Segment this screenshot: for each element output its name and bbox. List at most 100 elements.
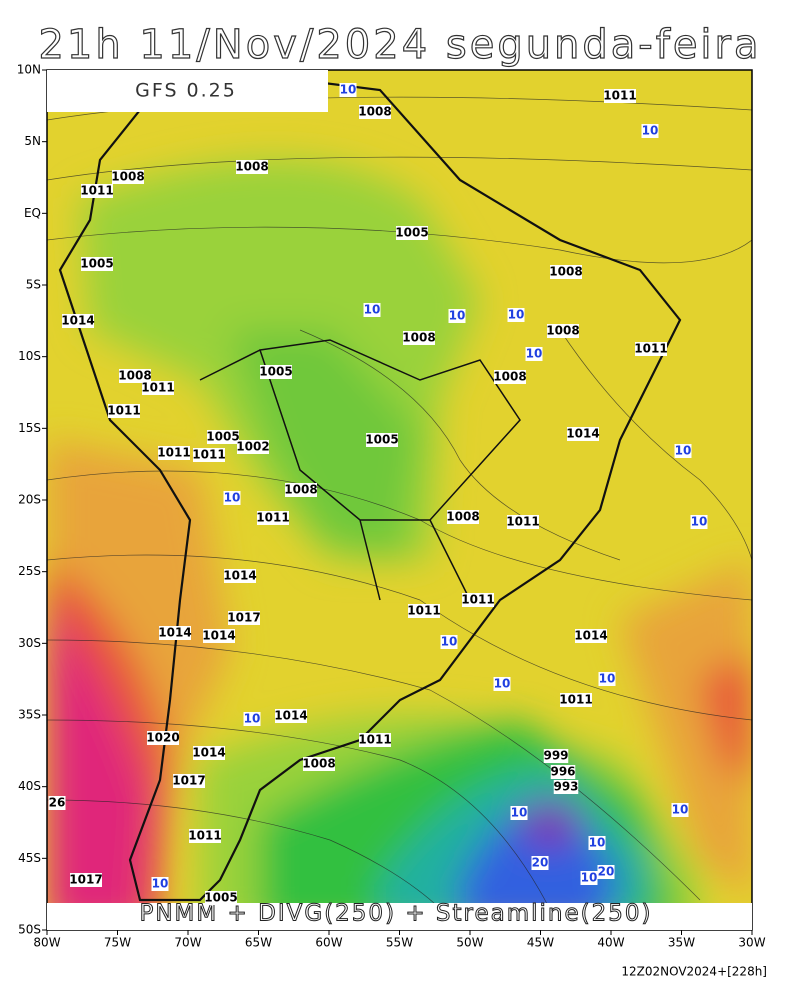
pressure-label: 1005 bbox=[259, 365, 292, 379]
pressure-label: 1005 bbox=[204, 891, 237, 905]
label-bg bbox=[159, 626, 191, 640]
pressure-label: 1002 bbox=[236, 440, 269, 454]
lat-tick-label: 45S bbox=[18, 851, 41, 865]
pressure-label: 1005 bbox=[365, 433, 398, 447]
label-bg bbox=[243, 712, 261, 726]
pressure-label: 999 bbox=[543, 749, 568, 763]
pressure-label: 1011 bbox=[107, 404, 140, 418]
coastline bbox=[58, 78, 682, 902]
lat-tick-label: 10N bbox=[17, 63, 41, 77]
label-bg bbox=[62, 314, 94, 328]
label-bg bbox=[359, 733, 391, 747]
pressure-label: 993 bbox=[553, 780, 578, 794]
pressure-label: 1017 bbox=[69, 873, 102, 887]
pressure-label: 1014 bbox=[192, 746, 225, 760]
pressure-label: 1011 bbox=[358, 733, 391, 747]
lon-tick-label: 30W bbox=[738, 936, 765, 950]
label-bg bbox=[81, 184, 113, 198]
label-bg bbox=[224, 569, 256, 583]
pressure-label: 1011 bbox=[188, 829, 221, 843]
divergence-label: 10 bbox=[642, 124, 659, 138]
label-bg bbox=[690, 515, 708, 529]
label-bg bbox=[119, 369, 151, 383]
lon-tick-label: 40W bbox=[597, 936, 624, 950]
lon-tick-label: 50W bbox=[456, 936, 483, 950]
pressure-label: 1008 bbox=[549, 265, 582, 279]
label-bg bbox=[447, 510, 479, 524]
lat-tick-label: 5S bbox=[26, 278, 41, 292]
label-bg bbox=[359, 105, 391, 119]
lon-tick-label: 55W bbox=[386, 936, 413, 950]
label-bg bbox=[408, 604, 440, 618]
lon-tick-label: 80W bbox=[33, 936, 60, 950]
pressure-label: 1014 bbox=[566, 427, 599, 441]
lat-tick-label: 40S bbox=[18, 779, 41, 793]
streamlines bbox=[47, 96, 752, 930]
label-bg bbox=[142, 381, 174, 395]
model-box bbox=[47, 70, 328, 112]
label-bg bbox=[493, 677, 511, 691]
divergence-label: 10 bbox=[675, 444, 692, 458]
label-bg bbox=[403, 331, 435, 345]
label-bg bbox=[550, 265, 582, 279]
pressure-label: 1011 bbox=[461, 593, 494, 607]
pressure-label: 1017 bbox=[227, 611, 260, 625]
label-bg bbox=[203, 629, 235, 643]
label-bg bbox=[510, 806, 528, 820]
lat-tick-label: 5N bbox=[24, 134, 41, 148]
label-bg bbox=[223, 491, 241, 505]
pressure-label: 996 bbox=[550, 765, 575, 779]
lon-tick-label: 35W bbox=[668, 936, 695, 950]
pressure-label: 1011 bbox=[506, 515, 539, 529]
label-bg bbox=[275, 709, 307, 723]
label-bg bbox=[147, 731, 179, 745]
divergence-label: 10 bbox=[494, 677, 511, 691]
divergence-label: 20 bbox=[598, 865, 615, 879]
model-label: GFS 0.25 bbox=[135, 80, 237, 102]
label-bg bbox=[285, 483, 317, 497]
divergence-label: 10 bbox=[581, 871, 598, 885]
label-bg bbox=[525, 347, 543, 361]
label-bg bbox=[635, 342, 667, 356]
label-bg bbox=[553, 780, 579, 794]
lat-tick-label: 15S bbox=[18, 421, 41, 435]
borders bbox=[199, 339, 521, 601]
pressure-label: 1008 bbox=[446, 510, 479, 524]
pressure-label: 1005 bbox=[80, 257, 113, 271]
pressure-label: 1014 bbox=[202, 629, 235, 643]
label-bg bbox=[641, 124, 659, 138]
label-bg bbox=[366, 433, 398, 447]
label-bg bbox=[550, 765, 576, 779]
label-bg bbox=[207, 430, 239, 444]
label-bg bbox=[81, 257, 113, 271]
divergence-label: 10 bbox=[152, 877, 169, 891]
label-bg bbox=[575, 629, 607, 643]
pressure-label: 1011 bbox=[634, 342, 667, 356]
divergence-label: 10 bbox=[244, 712, 261, 726]
divergence-label: 10 bbox=[441, 635, 458, 649]
label-bg bbox=[567, 427, 599, 441]
lat-tick-label: 25S bbox=[18, 564, 41, 578]
pressure-label: 1014 bbox=[223, 569, 256, 583]
label-bg bbox=[112, 170, 144, 184]
label-bg bbox=[363, 303, 381, 317]
label-bg bbox=[158, 446, 190, 460]
pressure-label: 1017 bbox=[172, 774, 205, 788]
divergence-label: 10 bbox=[672, 803, 689, 817]
pressure-label: 1011 bbox=[192, 448, 225, 462]
contour-labels: 1011100810101008101110081005100510081014… bbox=[48, 83, 708, 905]
label-bg bbox=[228, 611, 260, 625]
label-bg bbox=[440, 635, 458, 649]
pressure-label: 1011 bbox=[256, 511, 289, 525]
label-bg bbox=[531, 856, 549, 870]
label-bg bbox=[560, 693, 592, 707]
pressure-label: 1005 bbox=[206, 430, 239, 444]
pressure-label: 1008 bbox=[118, 369, 151, 383]
pressure-label: 26 bbox=[49, 796, 66, 810]
lat-tick-label: 10S bbox=[18, 349, 41, 363]
label-bg bbox=[193, 448, 225, 462]
label-bg bbox=[189, 829, 221, 843]
title: 21h 11/Nov/2024 segunda-feira bbox=[38, 22, 761, 68]
lon-tick-label: 75W bbox=[104, 936, 131, 950]
